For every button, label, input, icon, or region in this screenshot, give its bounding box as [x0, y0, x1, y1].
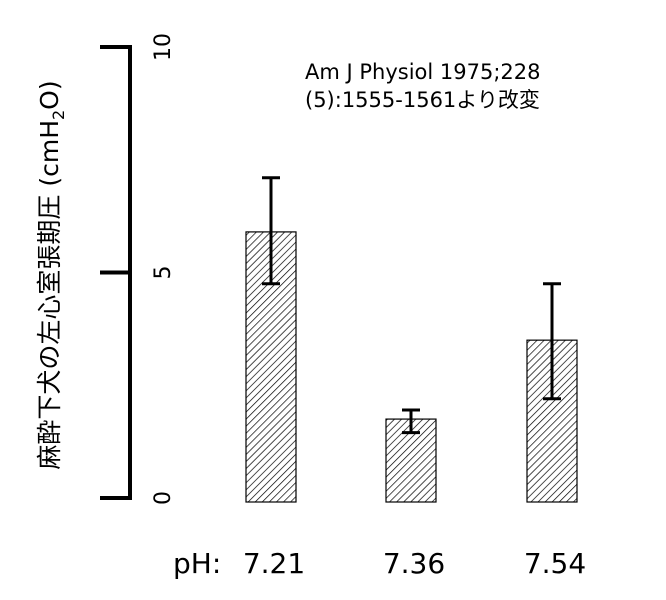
- category-label-7.21: 7.21: [243, 547, 305, 580]
- y-axis-label-tail: O): [35, 80, 64, 109]
- category-prefix-label: pH:: [173, 547, 221, 580]
- source-line-1: Am J Physiol 1975;228: [305, 60, 541, 84]
- y-tick-label-5: 5: [151, 266, 176, 280]
- category-label-7.54: 7.54: [524, 547, 586, 580]
- y-tick-label-10: 10: [151, 33, 176, 61]
- y-tick-label-0: 0: [151, 491, 176, 505]
- source-line-2: (5):1555-1561より改変: [305, 88, 540, 112]
- category-label-7.36: 7.36: [383, 547, 445, 580]
- y-axis-label: 麻酔下犬の左心室張期圧 (cmH2O): [35, 80, 68, 469]
- y-axis-label-main: 麻酔下犬の左心室張期圧 (cmH: [35, 120, 64, 470]
- y-axis-label-subscript: 2: [49, 110, 68, 120]
- bar-7.54: [526, 339, 578, 503]
